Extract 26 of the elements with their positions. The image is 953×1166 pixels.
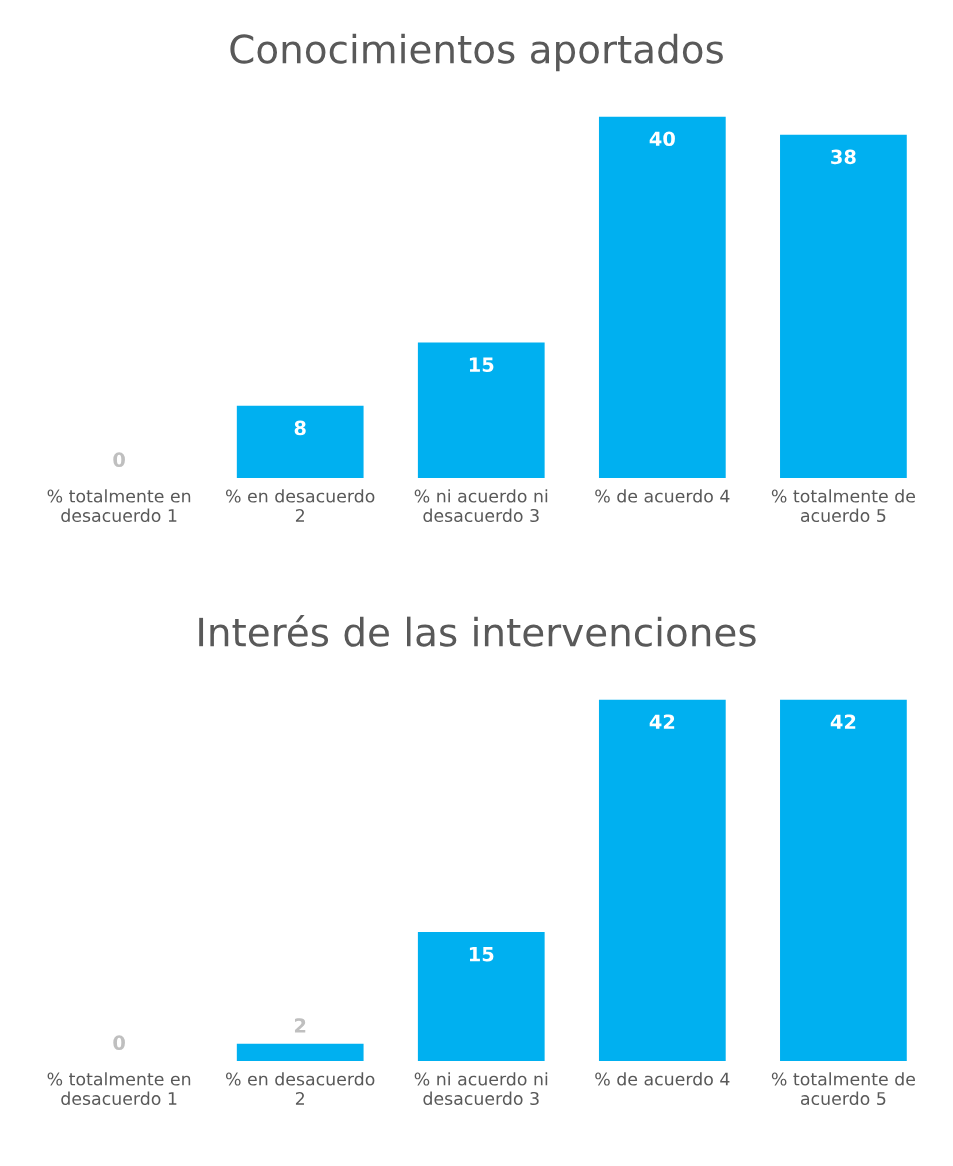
bar xyxy=(417,342,545,479)
data-label: 0 xyxy=(113,452,125,468)
x-tick-label: % en desacuerdo 2 xyxy=(226,489,375,522)
data-label: 15 xyxy=(469,947,494,962)
chart-title: Interés de las intervenciones xyxy=(199,615,756,647)
bar xyxy=(780,134,907,479)
x-tick-label: % totalmente en desacuerdo 1 xyxy=(47,1072,191,1106)
bar xyxy=(236,405,364,479)
data-label: 15 xyxy=(469,357,494,373)
x-tick-label: % de acuerdo 4 xyxy=(595,1072,730,1086)
x-tick-label: % totalmente de acuerdo 5 xyxy=(771,1072,915,1106)
data-label: 38 xyxy=(831,149,856,165)
data-label: 42 xyxy=(649,714,675,729)
x-tick-label: % en desacuerdo 2 xyxy=(226,1072,375,1105)
data-label: 42 xyxy=(830,714,856,729)
x-tick-label: % totalmente de acuerdo 5 xyxy=(771,489,915,523)
bar xyxy=(598,116,726,479)
data-label: 2 xyxy=(294,1018,306,1033)
x-tick-label: % ni acuerdo ni desacuerdo 3 xyxy=(414,1072,548,1106)
data-label: 40 xyxy=(649,131,675,147)
data-label: 0 xyxy=(113,1035,125,1051)
x-tick-label: % totalmente en desacuerdo 1 xyxy=(47,489,191,523)
x-tick-label: % ni acuerdo ni desacuerdo 3 xyxy=(414,489,548,523)
x-tick-label: % de acuerdo 4 xyxy=(595,489,730,503)
chart-title: Conocimientos aportados xyxy=(230,33,723,72)
data-label: 8 xyxy=(294,420,306,436)
